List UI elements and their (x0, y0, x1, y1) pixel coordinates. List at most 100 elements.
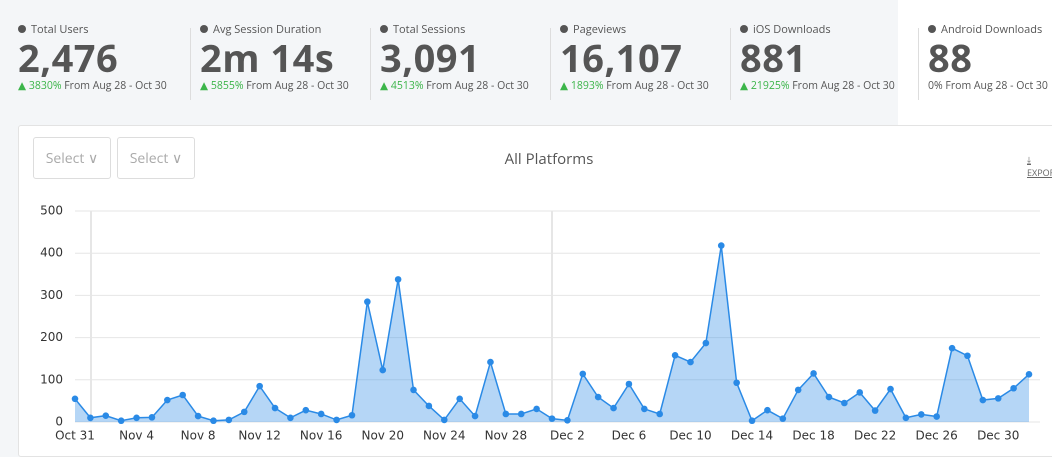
stat-label-text: Total Sessions (393, 22, 466, 37)
x-tick-label: Dec 22 (854, 429, 896, 443)
point (810, 370, 817, 377)
y-tick-label: 200 (40, 330, 63, 344)
point (425, 402, 433, 410)
stat-value: 2,476 (18, 32, 119, 84)
change-value: 5855% (210, 79, 244, 93)
change-value: 1893% (570, 79, 604, 93)
stat-label: Total Sessions (380, 22, 550, 37)
stat-card: iOS Downloads 881 ▲ 21925% From Aug 28 - O… (740, 22, 910, 102)
change-period: From Aug 28 - Oct 30 (246, 79, 349, 93)
change-period: From Aug 28 - Oct 30 (945, 79, 1048, 93)
change-period: From Aug 28 - Oct 30 (64, 79, 167, 93)
stat-card: Pageviews 16,107 ▲ 1893% From Aug 28 - Oct… (560, 22, 730, 102)
point (410, 386, 417, 394)
icon (200, 25, 208, 33)
stat-change: ▲ 4513% From Aug 28 - Oct 30 (380, 79, 550, 93)
point (610, 404, 617, 412)
point (471, 412, 479, 420)
change-value: 0% (928, 79, 943, 93)
point (487, 358, 494, 366)
x-tick-label: Nov 28 (485, 429, 528, 443)
arrow: ▲ (380, 79, 391, 93)
separator (918, 28, 919, 100)
stat-value: 16,107 (560, 32, 683, 84)
change-period: From Aug 28 - Oct 30 (426, 79, 529, 93)
point (240, 408, 248, 416)
point (902, 414, 910, 422)
stat-card: Android Downloads 88 0% From Aug 28 - Oct … (928, 22, 1052, 102)
arrow: ▲ (18, 79, 29, 93)
point (1025, 371, 1033, 378)
x-tick-label: Dec 18 (792, 429, 834, 443)
stat-card: Total Users 2,476 ▲ 3830% From Aug 28 - Oc… (18, 22, 188, 102)
stat-change: 0% From Aug 28 - Oct 30 (928, 79, 1052, 93)
select[interactable]: Select ∨ (33, 137, 111, 179)
point (71, 395, 79, 403)
card-background (898, 0, 1052, 125)
icon (18, 25, 26, 33)
point (641, 405, 648, 413)
point (394, 276, 402, 283)
point (625, 380, 633, 388)
point (256, 382, 263, 390)
point (687, 358, 694, 366)
point (671, 352, 679, 359)
stat-label-text: Avg Session Duration (213, 22, 322, 37)
export-button[interactable]: ⤓ EXPORT (1027, 153, 1052, 179)
x-tick-label: Nov 20 (361, 429, 404, 443)
stat-change: ▲ 1893% From Aug 28 - Oct 30 (560, 79, 730, 93)
x-tick-label: Dec 14 (731, 429, 773, 443)
point (717, 242, 725, 249)
point (1010, 384, 1017, 392)
stat-card: Total Sessions 3,091 ▲ 4513% From Aug 28 -… (380, 22, 550, 102)
separator (730, 28, 731, 100)
stat-label: Total Users (18, 22, 188, 37)
x-tick-label: Dec 26 (916, 429, 958, 443)
point (887, 385, 894, 393)
y-tick-label: 300 (40, 288, 63, 302)
chart-panel: Select ∨ Select ∨ All Platforms ⤓ EXPORT (18, 125, 1052, 457)
arrow: ▲ (200, 79, 211, 93)
x-tick-label: Dec 2 (550, 429, 585, 443)
point (148, 414, 156, 421)
point (179, 391, 187, 399)
point (733, 379, 740, 387)
stat-label: Avg Session Duration (200, 22, 370, 37)
x-tick-label: Nov 8 (181, 429, 216, 443)
point (548, 415, 556, 422)
point (841, 399, 848, 407)
point (271, 404, 279, 412)
stat-label: iOS Downloads (740, 22, 910, 37)
stat-change: ▲ 5855% From Aug 28 - Oct 30 (200, 79, 370, 93)
point (348, 411, 356, 419)
stat-card: Avg Session Duration 2m 14s ▲ 5855% From A… (200, 22, 370, 102)
arrow: ▲ (560, 79, 571, 93)
select[interactable]: Select ∨ (117, 137, 195, 179)
y-tick-label: 400 (40, 246, 63, 260)
stats-bar: Total Users 2,476 ▲ 3830% From Aug 28 - Oc… (0, 0, 1052, 104)
x-tick-label: Dec 10 (669, 429, 711, 443)
stat-label: Pageviews (560, 22, 730, 37)
point (871, 407, 879, 414)
point (133, 414, 140, 422)
y-tick-label: 0 (55, 415, 63, 429)
point (794, 386, 802, 394)
point (502, 410, 510, 418)
y-tick-label: 100 (40, 372, 63, 386)
y-tick-label: 500 (40, 204, 63, 218)
change-period: From Aug 28 - Oct 30 (606, 79, 709, 93)
point (194, 412, 202, 420)
x-tick-label: Oct 31 (55, 429, 95, 443)
point (287, 414, 294, 422)
point (825, 393, 833, 401)
point (764, 406, 771, 414)
stat-label-text: Total Users (31, 22, 89, 37)
stat-change: ▲ 3830% From Aug 28 - Oct 30 (18, 79, 188, 93)
point (948, 344, 956, 352)
stat-value: 881 (740, 32, 807, 84)
separator (550, 28, 551, 100)
point (917, 411, 925, 418)
icon (740, 25, 748, 33)
point (225, 416, 233, 424)
